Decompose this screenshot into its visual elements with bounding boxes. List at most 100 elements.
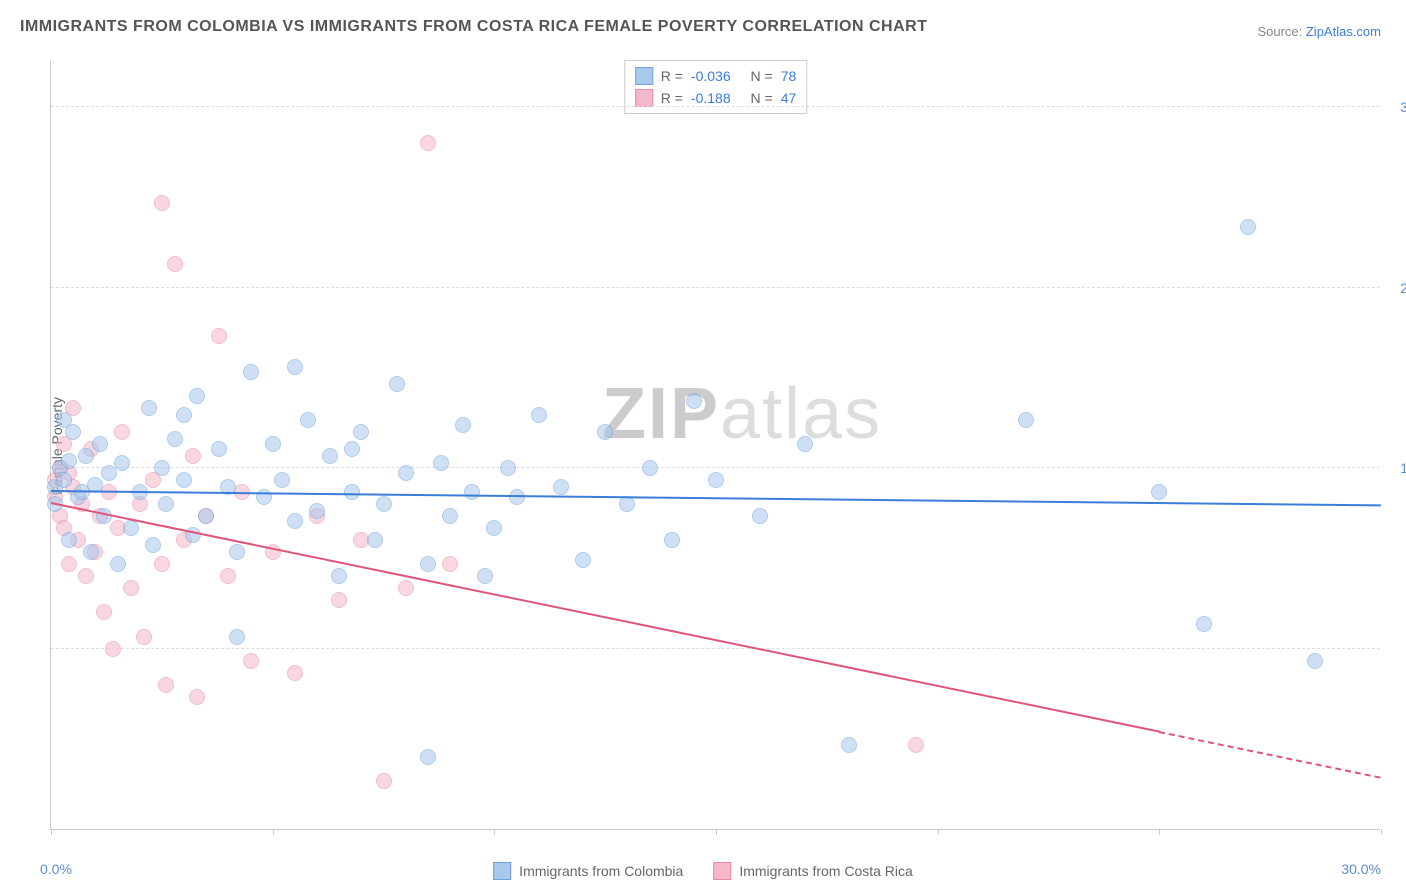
data-point-colombia: [433, 455, 449, 471]
data-point-colombia: [597, 424, 613, 440]
legend-bottom: Immigrants from Colombia Immigrants from…: [493, 862, 913, 880]
data-point-colombia: [486, 520, 502, 536]
data-point-costarica: [220, 568, 236, 584]
data-point-colombia: [553, 479, 569, 495]
data-point-colombia: [189, 388, 205, 404]
data-point-colombia: [243, 364, 259, 380]
x-tick: [494, 829, 495, 835]
data-point-colombia: [331, 568, 347, 584]
data-point-colombia: [531, 407, 547, 423]
data-point-colombia: [619, 496, 635, 512]
watermark: ZIPatlas: [602, 373, 882, 455]
legend-item-costarica: Immigrants from Costa Rica: [713, 862, 912, 880]
data-point-costarica: [61, 556, 77, 572]
data-point-colombia: [1307, 653, 1323, 669]
source-link[interactable]: ZipAtlas.com: [1306, 24, 1381, 39]
data-point-colombia: [274, 472, 290, 488]
legend-label-colombia: Immigrants from Colombia: [519, 863, 683, 879]
data-point-colombia: [477, 568, 493, 584]
data-point-colombia: [110, 556, 126, 572]
swatch-costarica-icon: [635, 89, 653, 107]
data-point-colombia: [158, 496, 174, 512]
data-point-colombia: [322, 448, 338, 464]
data-point-colombia: [708, 472, 724, 488]
data-point-colombia: [376, 496, 392, 512]
watermark-bold: ZIP: [602, 374, 720, 454]
data-point-colombia: [1018, 412, 1034, 428]
data-point-costarica: [78, 568, 94, 584]
y-tick-label: 15.0%: [1385, 460, 1406, 476]
gridline: [51, 287, 1380, 288]
data-point-colombia: [420, 556, 436, 572]
trendline: [51, 502, 1160, 733]
gridline: [51, 106, 1380, 107]
data-point-costarica: [136, 629, 152, 645]
data-point-costarica: [908, 737, 924, 753]
x-tick: [273, 829, 274, 835]
data-point-costarica: [376, 773, 392, 789]
data-point-colombia: [367, 532, 383, 548]
data-point-colombia: [65, 424, 81, 440]
data-point-costarica: [442, 556, 458, 572]
x-tick: [938, 829, 939, 835]
data-point-colombia: [398, 465, 414, 481]
data-point-colombia: [154, 460, 170, 476]
swatch-costarica-icon: [713, 862, 731, 880]
data-point-colombia: [141, 400, 157, 416]
x-tick: [716, 829, 717, 835]
data-point-colombia: [752, 508, 768, 524]
data-point-colombia: [1196, 616, 1212, 632]
data-point-colombia: [642, 460, 658, 476]
data-point-colombia: [464, 484, 480, 500]
swatch-colombia-icon: [635, 67, 653, 85]
chart-container: IMMIGRANTS FROM COLOMBIA VS IMMIGRANTS F…: [0, 0, 1406, 892]
n-value-colombia: 78: [781, 65, 797, 87]
data-point-colombia: [61, 453, 77, 469]
stats-row-colombia: R = -0.036 N = 78: [635, 65, 797, 87]
data-point-colombia: [344, 441, 360, 457]
swatch-colombia-icon: [493, 862, 511, 880]
data-point-colombia: [455, 417, 471, 433]
r-label: R =: [661, 65, 683, 87]
source-prefix: Source:: [1257, 24, 1305, 39]
n-label: N =: [751, 65, 773, 87]
chart-title: IMMIGRANTS FROM COLOMBIA VS IMMIGRANTS F…: [20, 18, 927, 36]
data-point-colombia: [265, 436, 281, 452]
data-point-costarica: [287, 665, 303, 681]
data-point-colombia: [500, 460, 516, 476]
data-point-costarica: [211, 328, 227, 344]
x-tick: [1381, 829, 1382, 835]
data-point-colombia: [442, 508, 458, 524]
data-point-colombia: [176, 472, 192, 488]
data-point-colombia: [78, 448, 94, 464]
data-point-colombia: [420, 749, 436, 765]
data-point-colombia: [575, 552, 591, 568]
y-tick-label: 30.0%: [1385, 99, 1406, 115]
data-point-colombia: [123, 520, 139, 536]
data-point-colombia: [61, 532, 77, 548]
data-point-colombia: [229, 544, 245, 560]
data-point-colombia: [686, 393, 702, 409]
data-point-costarica: [167, 256, 183, 272]
data-point-costarica: [398, 580, 414, 596]
trendline: [51, 490, 1381, 506]
data-point-costarica: [96, 604, 112, 620]
data-point-colombia: [229, 629, 245, 645]
gridline: [51, 467, 1380, 468]
data-point-costarica: [185, 448, 201, 464]
data-point-costarica: [105, 641, 121, 657]
data-point-colombia: [287, 359, 303, 375]
plot-area: ZIPatlas R = -0.036 N = 78 R = -0.188 N …: [50, 60, 1380, 830]
data-point-costarica: [420, 135, 436, 151]
data-point-colombia: [114, 455, 130, 471]
x-axis-min-label: 0.0%: [40, 861, 72, 877]
data-point-colombia: [56, 472, 72, 488]
data-point-costarica: [189, 689, 205, 705]
data-point-colombia: [145, 537, 161, 553]
data-point-colombia: [83, 544, 99, 560]
data-point-colombia: [1151, 484, 1167, 500]
data-point-costarica: [154, 556, 170, 572]
data-point-colombia: [353, 424, 369, 440]
source-attribution: Source: ZipAtlas.com: [1257, 24, 1381, 39]
x-tick: [51, 829, 52, 835]
